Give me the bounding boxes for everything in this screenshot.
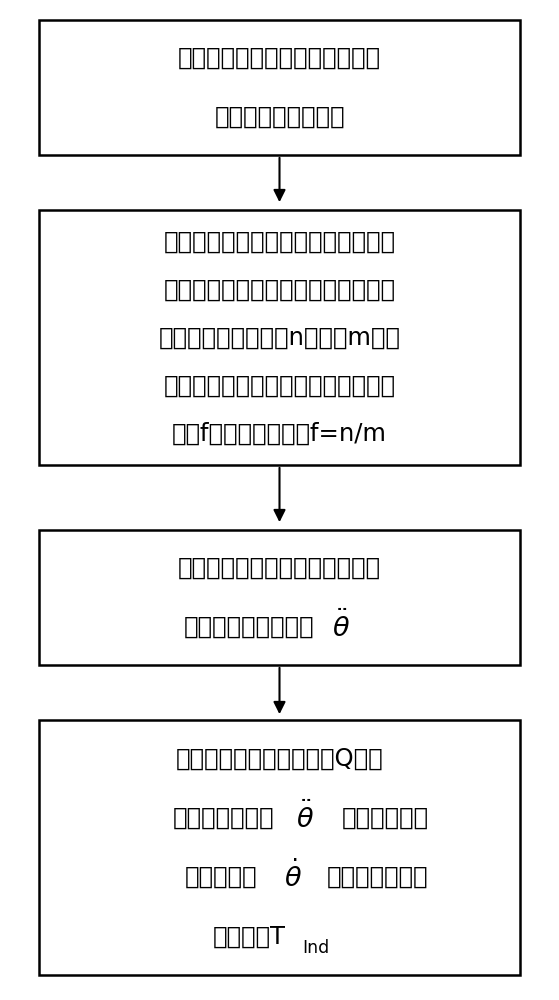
- Text: 前的转速加速度: 前的转速加速度: [173, 806, 274, 830]
- Text: 算当前的转速加速度: 算当前的转速加速度: [183, 615, 314, 639]
- FancyBboxPatch shape: [39, 530, 520, 665]
- Text: 间片作为一个存储数据，存储一个长: 间片作为一个存储数据，存储一个长: [163, 374, 396, 398]
- Text: 度为f的时间片数组，f=n/m: 度为f的时间片数组，f=n/m: [172, 422, 387, 446]
- Text: 根据曲轴位置传感器的信号，计: 根据曲轴位置传感器的信号，计: [178, 46, 381, 70]
- Text: $\ddot{\theta}$: $\ddot{\theta}$: [296, 802, 314, 834]
- Text: 轴位置传感器每齿的时间片，记录做: 轴位置传感器每齿的时间片，记录做: [163, 277, 396, 301]
- Text: 根据曲轴位置传感器的信号，采集曲: 根据曲轴位置传感器的信号，采集曲: [163, 229, 396, 253]
- FancyBboxPatch shape: [39, 210, 520, 465]
- Text: 算发动机的瞬时转速: 算发动机的瞬时转速: [214, 105, 345, 129]
- Text: $\ddot{\theta}$: $\ddot{\theta}$: [332, 611, 350, 643]
- Text: 指示扭矩T: 指示扭矩T: [212, 924, 285, 948]
- Text: 、发动机的当: 、发动机的当: [342, 806, 429, 830]
- FancyBboxPatch shape: [39, 20, 520, 155]
- FancyBboxPatch shape: [39, 720, 520, 975]
- Text: 利用当前存储的时间片数组，计: 利用当前存储的时间片数组，计: [178, 556, 381, 580]
- Text: 计算输出发动机: 计算输出发动机: [326, 865, 428, 889]
- Text: 功过程内的时间片共n个，以m个时: 功过程内的时间片共n个，以m个时: [159, 325, 400, 349]
- Text: 前瞬时转速: 前瞬时转速: [184, 865, 257, 889]
- Text: 根据当前发动机的喷油量Q、当: 根据当前发动机的喷油量Q、当: [176, 747, 383, 771]
- Text: Ind: Ind: [302, 939, 329, 957]
- Text: $\dot{\theta}$: $\dot{\theta}$: [285, 861, 302, 893]
